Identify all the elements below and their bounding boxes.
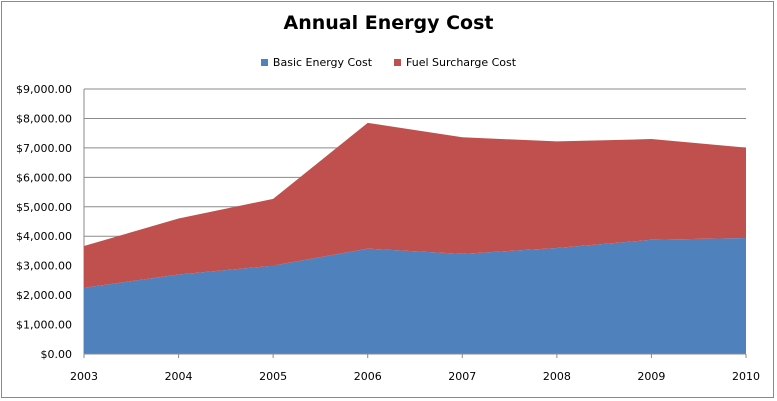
x-tick-label-0: 2003 bbox=[70, 370, 98, 383]
x-tick-label-6: 2009 bbox=[637, 370, 665, 383]
y-tick-label-4: $4,000.00 bbox=[16, 230, 72, 243]
chart-title: Annual Energy Cost bbox=[283, 12, 494, 34]
area-series-1 bbox=[84, 122, 746, 288]
legend-label-basic: Basic Energy Cost bbox=[272, 56, 373, 69]
x-tick-label-1: 2004 bbox=[165, 370, 193, 383]
x-tick-label-4: 2007 bbox=[448, 370, 476, 383]
y-tick-label-3: $3,000.00 bbox=[16, 260, 72, 273]
area-series-0 bbox=[84, 237, 746, 354]
y-tick-label-2: $2,000.00 bbox=[16, 289, 72, 302]
x-tick-label-5: 2008 bbox=[543, 370, 571, 383]
y-tick-label-6: $6,000.00 bbox=[16, 171, 72, 184]
x-tick-label-3: 2006 bbox=[354, 370, 382, 383]
x-tick-label-2: 2005 bbox=[259, 370, 287, 383]
legend: Basic Energy Cost Fuel Surcharge Cost bbox=[0, 56, 777, 69]
legend-item-fuel: Fuel Surcharge Cost bbox=[394, 56, 516, 69]
y-tick-label-0: $0.00 bbox=[41, 348, 73, 361]
legend-item-basic: Basic Energy Cost bbox=[260, 56, 373, 69]
legend-swatch-fuel bbox=[394, 59, 402, 66]
y-tick-label-1: $1,000.00 bbox=[16, 319, 72, 332]
y-tick-label-7: $7,000.00 bbox=[16, 142, 72, 155]
y-tick-label-9: $9,000.00 bbox=[16, 83, 72, 96]
x-tick-label-7: 2010 bbox=[732, 370, 760, 383]
y-tick-label-8: $8,000.00 bbox=[16, 112, 72, 125]
y-tick-label-5: $5,000.00 bbox=[16, 201, 72, 214]
legend-swatch-basic bbox=[260, 59, 268, 66]
legend-label-fuel: Fuel Surcharge Cost bbox=[406, 56, 517, 69]
